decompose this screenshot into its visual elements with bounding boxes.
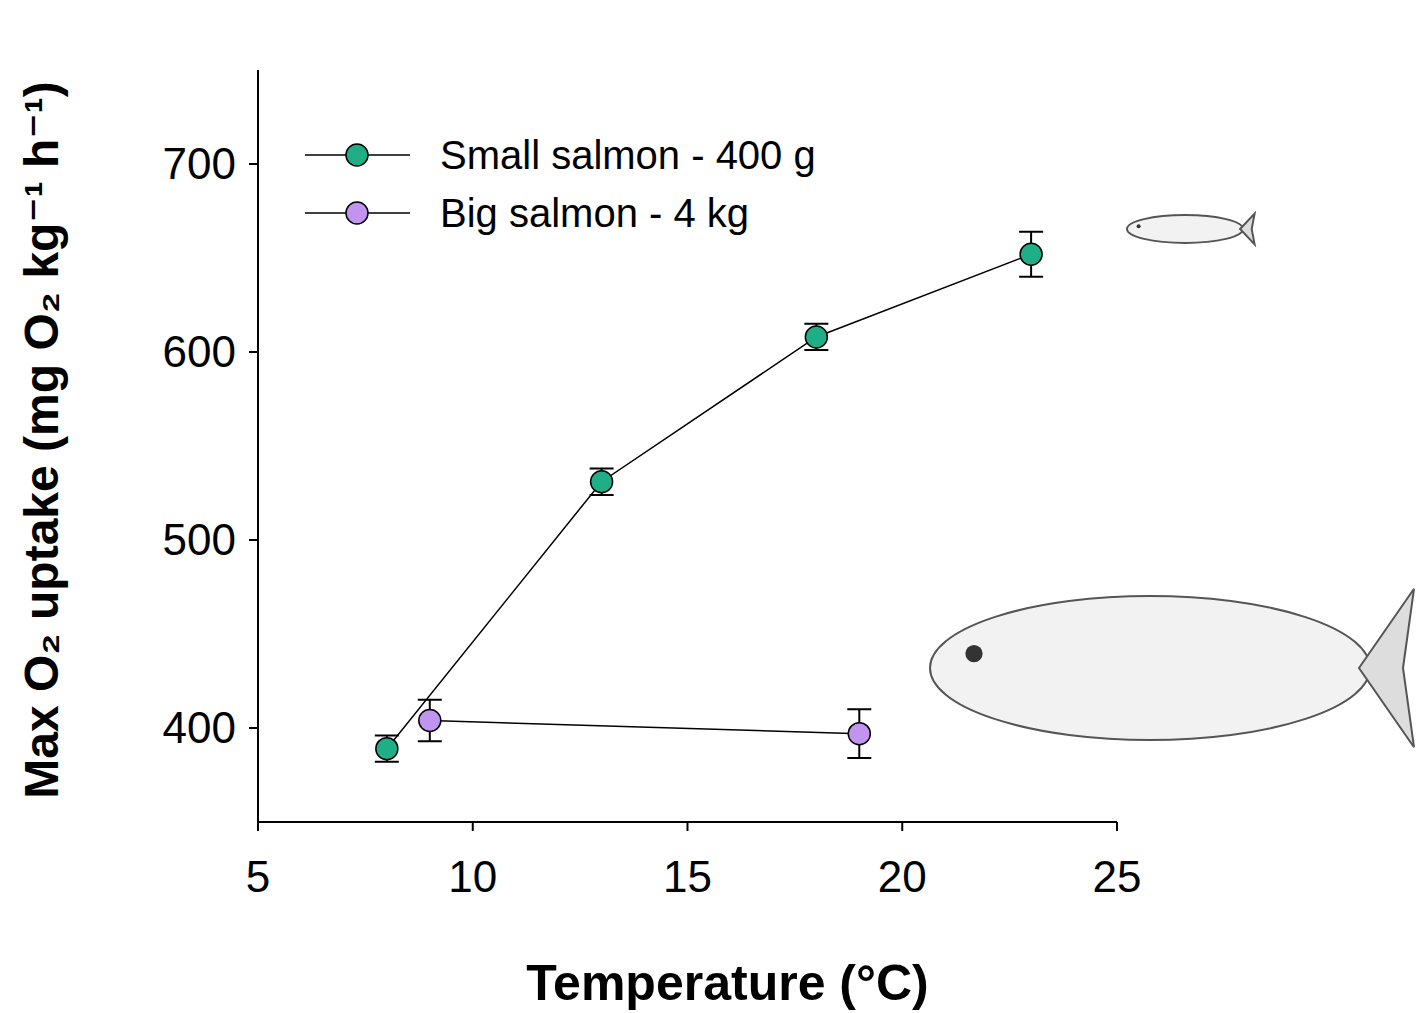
legend-item: Big salmon - 4 kg	[305, 191, 749, 235]
fish-tail	[1359, 589, 1414, 747]
y-axis-title: Max O₂ uptake (mg O₂ kg⁻¹ h⁻¹)	[15, 81, 68, 798]
fish-body	[1127, 215, 1243, 243]
data-point	[419, 709, 441, 731]
y-tick	[249, 727, 258, 729]
fish-illustration	[930, 589, 1414, 747]
y-tick-label: 400	[163, 703, 236, 752]
error-bar	[590, 469, 614, 495]
fish-illustration	[1127, 214, 1255, 245]
x-tick	[901, 822, 903, 831]
x-tick	[472, 822, 474, 831]
data-point	[376, 738, 398, 760]
x-tick-label: 20	[878, 852, 927, 901]
series-line	[387, 254, 1031, 748]
data-point	[1020, 243, 1042, 265]
data-point	[591, 471, 613, 493]
data-group	[375, 232, 1043, 762]
series-line	[430, 720, 860, 733]
y-tick	[249, 539, 258, 541]
y-axis	[257, 70, 259, 822]
legend-marker	[346, 144, 368, 166]
data-point	[848, 723, 870, 745]
chart: 400 500 600 700 5 10 15 20 25 Temperature (°C) Max…	[0, 0, 1421, 1013]
legend-label: Big salmon - 4 kg	[440, 191, 749, 235]
legend-label: Small salmon - 400 g	[440, 133, 816, 177]
y-tick-label: 600	[163, 327, 236, 376]
y-tick	[249, 351, 258, 353]
x-tick-label: 10	[448, 852, 497, 901]
x-tick	[1116, 822, 1118, 831]
y-tick	[249, 163, 258, 165]
error-bar	[847, 709, 871, 758]
y-tick-label: 700	[163, 139, 236, 188]
legend-marker	[346, 202, 368, 224]
error-bar	[375, 736, 399, 762]
x-axis-title: Temperature (°C)	[526, 955, 928, 1011]
fish-eye	[965, 645, 982, 662]
x-tick-label: 25	[1093, 852, 1142, 901]
error-bar	[804, 324, 828, 350]
fish-body	[930, 596, 1370, 740]
y-tick-label: 500	[163, 515, 236, 564]
x-tick-label: 15	[663, 852, 712, 901]
x-tick-label: 5	[246, 852, 270, 901]
data-point	[805, 326, 827, 348]
fish-eye	[1137, 224, 1141, 228]
x-tick	[687, 822, 689, 831]
fish-tail	[1240, 214, 1255, 245]
legend-item: Small salmon - 400 g	[305, 133, 816, 177]
x-tick	[257, 822, 259, 831]
error-bar	[418, 700, 442, 741]
error-bar	[1019, 232, 1043, 277]
